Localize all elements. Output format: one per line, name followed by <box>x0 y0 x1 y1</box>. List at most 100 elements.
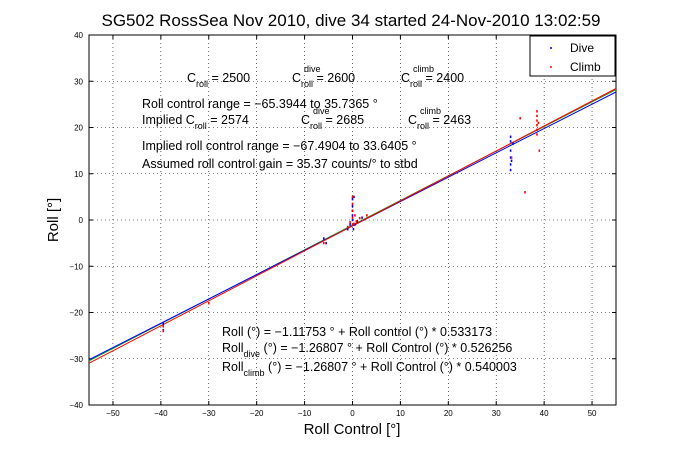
annotation-c-roll-dive-sup: dive <box>304 64 321 74</box>
data-point-climb <box>536 128 538 132</box>
legend: Dive Climb <box>529 35 616 77</box>
legend-label-climb: Climb <box>570 60 601 74</box>
x-tick-label: 0 <box>350 409 355 418</box>
data-point-climb <box>510 156 513 159</box>
data-point-dive <box>356 220 359 223</box>
data-point-climb <box>351 202 354 206</box>
annotation-fit-dive: Rolldive (°) = −1.26807 ° + Roll Control… <box>222 341 512 359</box>
legend-marker-climb <box>550 66 552 68</box>
annotation-fit-climb: Rollclimb (°) = −1.26807 ° + Roll Contro… <box>222 360 517 378</box>
data-point-dive <box>346 228 349 231</box>
data-point-climb <box>536 110 538 113</box>
data-point-climb <box>322 241 325 245</box>
y-tick-label: 20 <box>74 124 83 133</box>
x-tick-label: −10 <box>298 409 312 418</box>
y-axis-label: Roll [°] <box>45 198 62 242</box>
chart-title: SG502 RossSea Nov 2010, dive 34 started … <box>102 11 601 30</box>
x-tick-label: 40 <box>540 409 549 418</box>
x-axis-ticks: −50 −40 −30 −20 −10 0 10 20 30 40 50 <box>106 35 597 418</box>
data-points <box>162 110 541 333</box>
annotation-implied-c-roll-dive: Croll = 2685 <box>301 113 364 131</box>
data-point-dive <box>351 197 354 201</box>
data-point-dive <box>510 159 513 162</box>
data-point-climb <box>536 114 538 118</box>
annotation-implied-c-roll: Implied Croll = 2574 <box>142 113 249 131</box>
data-point-dive <box>354 223 356 226</box>
annotation-implied-c-roll-dive-sup: dive <box>313 106 330 116</box>
data-point-dive <box>509 135 512 138</box>
annotation-gain: Assumed roll control gain = 35.37 counts… <box>142 157 418 171</box>
y-tick-label: −30 <box>69 355 83 364</box>
data-point-dive <box>353 195 355 199</box>
data-point-dive <box>351 214 354 217</box>
grid-lines <box>89 34 616 406</box>
data-point-climb <box>358 216 361 220</box>
x-tick-label: −30 <box>202 409 216 418</box>
legend-marker-dive <box>550 47 552 49</box>
data-point-climb <box>207 302 210 305</box>
data-point-dive <box>509 156 512 159</box>
annotation-implied-c-roll-climb-sup: climb <box>420 106 441 116</box>
y-tick-label: 30 <box>74 77 83 86</box>
y-tick-label: 40 <box>74 31 83 40</box>
annotation-c-roll-dive: Croll = 2600 <box>292 71 355 89</box>
annotation-c-roll: Croll = 2500 <box>187 71 250 89</box>
data-point-dive <box>162 322 165 326</box>
y-tick-label: 10 <box>74 170 83 179</box>
annotations: Croll = 2500 Croll = 2600 dive Croll = 2… <box>142 64 517 378</box>
data-point-dive <box>512 142 514 145</box>
data-point-climb <box>162 325 165 328</box>
data-point-climb <box>537 121 540 125</box>
data-point-dive <box>351 204 354 208</box>
data-point-climb <box>346 225 349 229</box>
data-point-dive <box>509 140 512 143</box>
data-point-climb <box>162 329 165 333</box>
legend-box <box>529 35 616 77</box>
annotation-implied-c-roll-climb: Croll = 2463 <box>408 113 471 131</box>
data-point-climb <box>536 133 538 136</box>
data-point-dive <box>509 168 512 172</box>
fit-line-climb <box>88 88 617 364</box>
data-point-climb <box>351 216 354 219</box>
annotation-roll-control-range: Roll control range = −65.3944 to 35.7365… <box>142 97 378 111</box>
annotation-fit-all: Roll (°) = −1.11753 ° + Roll control (°)… <box>222 325 492 339</box>
data-point-climb <box>351 223 354 226</box>
x-tick-label: 20 <box>444 409 453 418</box>
data-point-dive <box>349 223 351 226</box>
data-point-climb <box>353 222 355 225</box>
data-point-climb <box>536 123 538 127</box>
data-point-dive <box>361 216 363 219</box>
data-point-climb <box>538 149 541 152</box>
data-point-climb <box>354 214 356 217</box>
data-point-climb <box>355 220 358 223</box>
y-tick-label: 0 <box>79 216 84 225</box>
x-tick-label: −20 <box>250 409 264 418</box>
x-tick-label: −50 <box>106 409 120 418</box>
annotation-c-roll-climb-sup: climb <box>413 64 434 74</box>
data-point-dive <box>509 149 512 152</box>
y-tick-label: −40 <box>69 401 83 410</box>
data-point-climb <box>351 195 354 199</box>
data-point-climb <box>351 209 354 212</box>
x-tick-label: 50 <box>588 409 597 418</box>
data-point-dive <box>351 218 354 222</box>
x-tick-label: −40 <box>154 409 168 418</box>
x-tick-label: 10 <box>396 409 405 418</box>
annotation-c-roll-climb: Croll = 2400 <box>401 71 464 89</box>
y-tick-label: −20 <box>69 309 83 318</box>
data-point-climb <box>536 119 538 122</box>
data-point-climb <box>349 221 351 224</box>
data-point-climb <box>519 117 521 120</box>
data-point-dive <box>325 241 327 245</box>
legend-label-dive: Dive <box>570 41 594 55</box>
y-axis-ticks: 40 30 20 10 0 −10 −20 −30 −40 <box>69 31 616 410</box>
data-point-dive <box>322 237 325 240</box>
data-point-climb <box>524 191 526 194</box>
x-tick-label: 30 <box>492 409 501 418</box>
y-tick-label: −10 <box>69 262 83 271</box>
annotation-implied-range: Implied roll control range = −67.4904 to… <box>142 139 417 153</box>
data-point-climb <box>366 214 368 217</box>
data-point-dive <box>509 163 512 166</box>
data-point-dive <box>352 228 355 231</box>
